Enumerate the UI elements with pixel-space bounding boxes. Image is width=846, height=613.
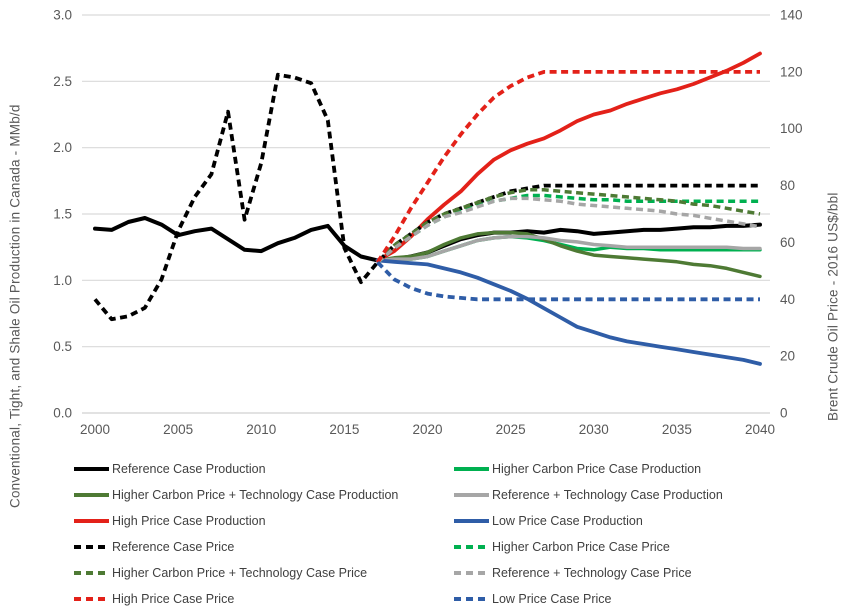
x-axis-tick-label: 2010 xyxy=(246,422,276,437)
legend-item: Reference + Technology Case Price xyxy=(454,560,834,586)
legend-item-label: Reference + Technology Case Price xyxy=(492,566,692,580)
legend-item-label: High Price Case Price xyxy=(112,592,235,606)
legend-column-1: Reference Case Production Higher Carbon P… xyxy=(74,456,454,612)
legend-item-label: Reference + Technology Case Production xyxy=(492,488,723,502)
x-axis-tick-label: 2015 xyxy=(329,422,359,437)
legend-item-label: Higher Carbon Price + Technology Case Pr… xyxy=(112,566,368,580)
legend-column-2: Higher Carbon Price Case Production Refer… xyxy=(454,456,834,612)
left-axis-tick-label: 0.0 xyxy=(53,406,72,421)
legend-solid-line-swatch xyxy=(74,519,109,523)
legend-item-label: High Price Case Production xyxy=(112,514,266,528)
legend-dashed-line-swatch xyxy=(74,571,109,575)
left-axis-tick-label: 2.5 xyxy=(53,74,72,89)
legend-solid-line-swatch xyxy=(454,519,489,523)
chart-legend: Reference Case Production Higher Carbon P… xyxy=(74,456,834,612)
legend-item: Low Price Case Price xyxy=(454,586,834,612)
series-line-low-price-case-price xyxy=(376,260,760,302)
legend-item: Higher Carbon Price Case Production xyxy=(454,456,834,482)
series-line-higher-carbon-price-case-price xyxy=(376,193,760,264)
legend-item-label: Low Price Case Production xyxy=(492,514,643,528)
legend-item: Higher Carbon Price + Technology Case Pr… xyxy=(74,560,454,586)
legend-item-label: Higher Carbon Price Case Price xyxy=(492,540,670,554)
legend-solid-line-swatch xyxy=(454,467,489,471)
legend-solid-line-swatch xyxy=(454,493,489,497)
series-line-reference-technology-case-price xyxy=(376,196,761,264)
left-axis-tick-label: 1.5 xyxy=(53,207,72,222)
legend-solid-line-swatch xyxy=(74,467,109,471)
legend-item: Reference Case Price xyxy=(74,534,454,560)
legend-item-label: Reference Case Price xyxy=(112,540,235,554)
legend-item: Higher Carbon Price + Technology Case Pr… xyxy=(74,482,454,508)
x-axis-tick-label: 2020 xyxy=(412,422,442,437)
right-axis-tick-label: 120 xyxy=(780,64,803,79)
legend-item-label: Reference Case Production xyxy=(112,462,266,476)
series-line-reference-case-price xyxy=(93,72,760,322)
right-axis-tick-label: 100 xyxy=(780,121,803,136)
series-line-reference-technology-case-production xyxy=(375,234,762,263)
x-axis-tick-label: 2040 xyxy=(745,422,775,437)
right-axis-tick-label: 60 xyxy=(780,235,795,250)
legend-dashed-line-swatch xyxy=(454,545,489,549)
legend-solid-line-swatch xyxy=(74,493,109,497)
left-axis-tick-label: 0.5 xyxy=(53,339,72,354)
x-axis-tick-label: 2030 xyxy=(579,422,609,437)
legend-dashed-line-swatch xyxy=(454,571,489,575)
left-axis-tick-label: 1.0 xyxy=(53,273,72,288)
left-axis-tick-label: 3.0 xyxy=(53,8,72,23)
right-axis-tick-label: 0 xyxy=(780,406,788,421)
legend-item: Higher Carbon Price Case Price xyxy=(454,534,834,560)
x-axis-tick-label: 2000 xyxy=(80,422,110,437)
legend-item: Reference Case Production xyxy=(74,456,454,482)
legend-dashed-line-swatch xyxy=(454,597,489,601)
legend-item: Reference + Technology Case Production xyxy=(454,482,834,508)
legend-item-label: Low Price Case Price xyxy=(492,592,612,606)
series-line-low-price-case-production xyxy=(375,258,762,366)
x-axis-tick-label: 2005 xyxy=(163,422,193,437)
right-axis-tick-label: 80 xyxy=(780,178,795,193)
x-axis-tick-label: 2035 xyxy=(662,422,692,437)
right-axis-tick-label: 40 xyxy=(780,292,795,307)
legend-item: High Price Case Production xyxy=(74,508,454,534)
legend-item: Low Price Case Production xyxy=(454,508,834,534)
legend-item-label: Higher Carbon Price + Technology Case Pr… xyxy=(112,488,399,502)
legend-item: High Price Case Price xyxy=(74,586,454,612)
legend-item-label: Higher Carbon Price Case Production xyxy=(492,462,702,476)
legend-dashed-line-swatch xyxy=(74,545,109,549)
left-axis-tick-label: 2.0 xyxy=(53,140,72,155)
right-axis-tick-label: 140 xyxy=(780,8,803,23)
right-axis-tick-label: 20 xyxy=(780,349,795,364)
x-axis-tick-label: 2025 xyxy=(496,422,526,437)
series-line-high-price-case-price xyxy=(376,70,760,264)
series-line-higher-carbon-price-technology-case-production xyxy=(375,230,762,279)
series-line-high-price-case-production xyxy=(375,51,762,263)
series-line-higher-carbon-price-technology-case-price xyxy=(376,188,761,264)
legend-dashed-line-swatch xyxy=(74,597,109,601)
left-axis-title: Conventional, Tight, and Shale Oil Produ… xyxy=(7,104,23,509)
